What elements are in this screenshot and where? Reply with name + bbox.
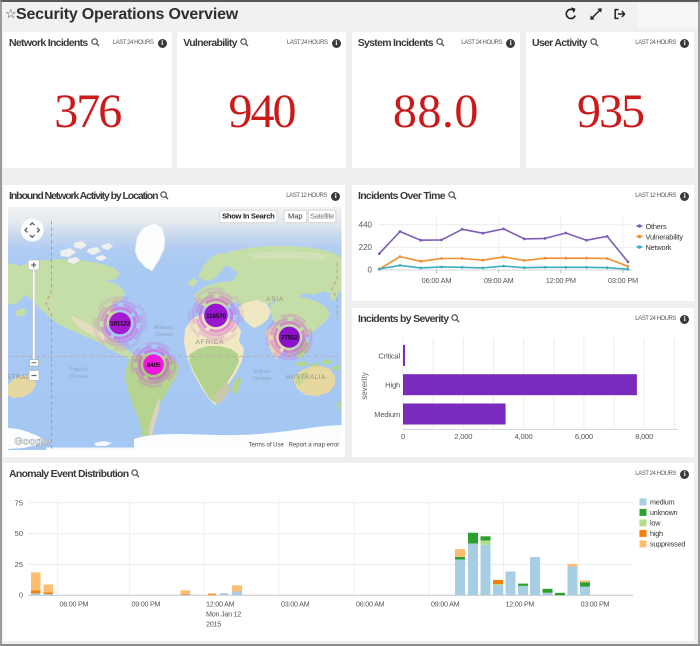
svg-text:low: low	[650, 519, 661, 528]
svg-text:440: 440	[359, 220, 373, 229]
svg-text:ASIA: ASIA	[266, 296, 284, 303]
svg-text:6,000: 6,000	[575, 432, 593, 441]
svg-text:2015: 2015	[206, 620, 221, 629]
svg-text:Ocean: Ocean	[253, 376, 271, 382]
svg-text:Indian: Indian	[254, 369, 271, 375]
svg-text:Atlantic: Atlantic	[154, 325, 175, 331]
svg-text:8405: 8405	[147, 362, 161, 369]
svg-text:181122: 181122	[110, 321, 130, 328]
svg-text:Others: Others	[646, 222, 667, 231]
svg-text:12:00 PM: 12:00 PM	[546, 276, 576, 285]
svg-text:116570: 116570	[206, 313, 226, 320]
svg-text:Terms of Use: Terms of Use	[249, 443, 285, 449]
svg-text:AUSTRALIA: AUSTRALIA	[286, 374, 326, 381]
svg-text:25: 25	[15, 560, 23, 569]
svg-text:Pacific: Pacific	[70, 367, 88, 373]
svg-text:Report a map error: Report a map error	[289, 443, 340, 449]
svg-text:0: 0	[19, 591, 23, 600]
svg-text:75: 75	[15, 498, 23, 507]
svg-text:high: high	[650, 529, 663, 538]
svg-text:03:00 PM: 03:00 PM	[581, 600, 610, 609]
svg-text:Critical: Critical	[378, 351, 400, 360]
svg-text:50: 50	[15, 529, 23, 538]
svg-text:220: 220	[359, 243, 373, 252]
svg-text:09:00 AM: 09:00 AM	[484, 276, 514, 285]
svg-text:06:00 AM: 06:00 AM	[422, 276, 452, 285]
svg-text:12:00 PM: 12:00 PM	[506, 600, 535, 609]
svg-text:Map: Map	[288, 212, 303, 221]
svg-text:77552: 77552	[281, 335, 298, 342]
svg-text:Ocean: Ocean	[155, 332, 173, 338]
svg-text:03:00 PM: 03:00 PM	[608, 276, 638, 285]
svg-text:03:00 AM: 03:00 AM	[281, 600, 310, 609]
svg-text:0: 0	[368, 266, 373, 275]
svg-text:06:00 AM: 06:00 AM	[356, 600, 385, 609]
svg-text:Ocean: Ocean	[70, 374, 88, 380]
svg-text:06:00 PM: 06:00 PM	[60, 600, 89, 609]
svg-text:Show In Search: Show In Search	[222, 212, 275, 221]
svg-text:Network: Network	[646, 243, 672, 252]
svg-text:unknown: unknown	[650, 508, 678, 517]
svg-text:suppressed: suppressed	[650, 540, 685, 549]
svg-text:09:00 AM: 09:00 AM	[431, 600, 460, 609]
svg-text:medium: medium	[650, 498, 675, 507]
svg-text:AFRICA: AFRICA	[196, 339, 225, 346]
svg-text:09:00 PM: 09:00 PM	[132, 600, 161, 609]
svg-text:severity: severity	[360, 372, 369, 400]
svg-text:Google: Google	[14, 436, 50, 448]
svg-text:8,000: 8,000	[635, 432, 653, 441]
svg-text:Medium: Medium	[374, 410, 400, 419]
svg-text:STRALIA: STRALIA	[8, 374, 37, 381]
svg-text:12:00 AM: 12:00 AM	[206, 600, 235, 609]
svg-text:4,000: 4,000	[515, 432, 533, 441]
svg-text:2,000: 2,000	[454, 432, 472, 441]
svg-text:High: High	[385, 381, 400, 390]
svg-text:Mon Jan 12: Mon Jan 12	[206, 610, 241, 619]
svg-text:Satellite: Satellite	[310, 212, 334, 221]
svg-text:0: 0	[401, 432, 405, 441]
svg-text:Vulnerability: Vulnerability	[646, 233, 684, 242]
